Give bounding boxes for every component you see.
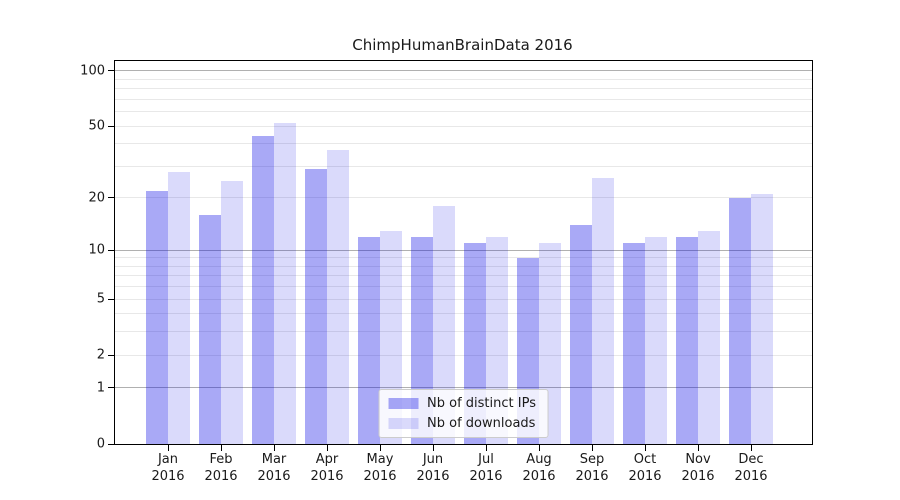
x-tick-label-feb: Feb 2016 [204, 452, 238, 484]
bar-distinct-ips-jan [146, 190, 168, 444]
y-tick-label-2: 2 [96, 347, 105, 363]
legend-swatch-downloads [388, 418, 419, 429]
gridline-minor-30 [115, 165, 812, 167]
bar-downloads-mar [274, 123, 296, 444]
gridline-minor-70 [115, 98, 812, 100]
x-tick-feb [221, 445, 222, 451]
x-tick-label-oct: Oct 2016 [628, 452, 662, 484]
bar-distinct-ips-may [358, 236, 380, 444]
bar-distinct-ips-mar [252, 136, 274, 444]
x-tick-oct [645, 445, 646, 451]
bar-downloads-oct [645, 236, 667, 444]
gridline-minor-2 [115, 354, 812, 356]
gridline-major-1 [115, 387, 812, 389]
y-tick-20 [108, 197, 114, 199]
y-tick-label-100: 100 [80, 63, 105, 79]
gridline-minor-9 [115, 257, 812, 259]
y-tick-1 [108, 387, 114, 389]
gridline-minor-20 [115, 197, 812, 199]
bar-downloads-jan [168, 171, 190, 444]
legend-swatch-distinct-ips [388, 398, 419, 409]
bar-distinct-ips-feb [199, 215, 221, 444]
bar-downloads-feb [221, 180, 243, 444]
y-tick-label-20: 20 [88, 190, 105, 206]
y-tick-2 [108, 354, 114, 356]
y-tick-label-1: 1 [96, 380, 105, 396]
gridline-minor-50 [115, 125, 812, 127]
x-tick-label-nov: Nov 2016 [681, 452, 715, 484]
gridline-minor-7 [115, 275, 812, 277]
y-tick-10 [108, 249, 114, 251]
x-tick-mar [274, 445, 275, 451]
x-tick-sep [592, 445, 593, 451]
gridline-major-10 [115, 249, 812, 251]
bar-distinct-ips-apr [305, 169, 327, 444]
plot-area: Nb of distinct IPs Nb of downloads 0 1 2 5 1… [80, 60, 813, 484]
bar-downloads-dec [751, 194, 773, 444]
bar-downloads-nov [698, 230, 720, 444]
y-tick-5 [108, 298, 114, 300]
gridline-minor-40 [115, 143, 812, 145]
x-tick-may [380, 445, 381, 451]
legend: Nb of distinct IPs Nb of downloads [378, 389, 549, 438]
legend-entry-distinct-ips: Nb of distinct IPs [388, 396, 536, 411]
gridline-minor-8 [115, 265, 812, 267]
gridline-minor-3 [115, 331, 812, 333]
y-tick-label-0: 0 [96, 436, 105, 452]
x-tick-aug [539, 445, 540, 451]
gridline-minor-6 [115, 286, 812, 288]
bar-downloads-sep [592, 177, 614, 444]
legend-label-downloads: Nb of downloads [427, 416, 536, 431]
x-tick-label-apr: Apr 2016 [310, 452, 344, 484]
x-tick-apr [327, 445, 328, 451]
bar-downloads-apr [327, 150, 349, 444]
legend-label-distinct-ips: Nb of distinct IPs [427, 396, 536, 411]
x-tick-label-jul: Jul 2016 [469, 452, 503, 484]
y-tick-label-10: 10 [88, 242, 105, 258]
chart-title: ChimpHumanBrainData 2016 [352, 36, 573, 54]
x-tick-jul [486, 445, 487, 451]
bar-downloads-jun [433, 206, 455, 444]
y-tick-100 [108, 70, 114, 72]
gridline-minor-5 [115, 298, 812, 300]
bar-distinct-ips-sep [570, 225, 592, 444]
bar-distinct-ips-dec [729, 197, 751, 444]
gridline-minor-80 [115, 88, 812, 90]
y-tick-label-5: 5 [96, 291, 105, 307]
gridline-minor-90 [115, 78, 812, 80]
x-tick-label-dec: Dec 2016 [734, 452, 768, 484]
legend-entry-downloads: Nb of downloads [388, 416, 536, 431]
gridline-minor-4 [115, 313, 812, 315]
x-tick-jan [168, 445, 169, 451]
x-tick-nov [698, 445, 699, 451]
bar-distinct-ips-nov [676, 236, 698, 444]
bar-distinct-ips-oct [623, 243, 645, 444]
x-tick-label-jun: Jun 2016 [416, 452, 450, 484]
x-tick-label-mar: Mar 2016 [257, 452, 291, 484]
x-tick-label-aug: Aug 2016 [522, 452, 556, 484]
x-tick-dec [751, 445, 752, 451]
x-tick-label-sep: Sep 2016 [575, 452, 609, 484]
y-tick-label-50: 50 [88, 118, 105, 134]
gridline-major-100 [115, 70, 812, 72]
x-tick-label-may: May 2016 [363, 452, 397, 484]
gridline-minor-60 [115, 111, 812, 113]
x-tick-jun [433, 445, 434, 451]
x-tick-label-jan: Jan 2016 [151, 452, 185, 484]
y-tick-0 [108, 443, 114, 445]
y-tick-50 [108, 125, 114, 127]
